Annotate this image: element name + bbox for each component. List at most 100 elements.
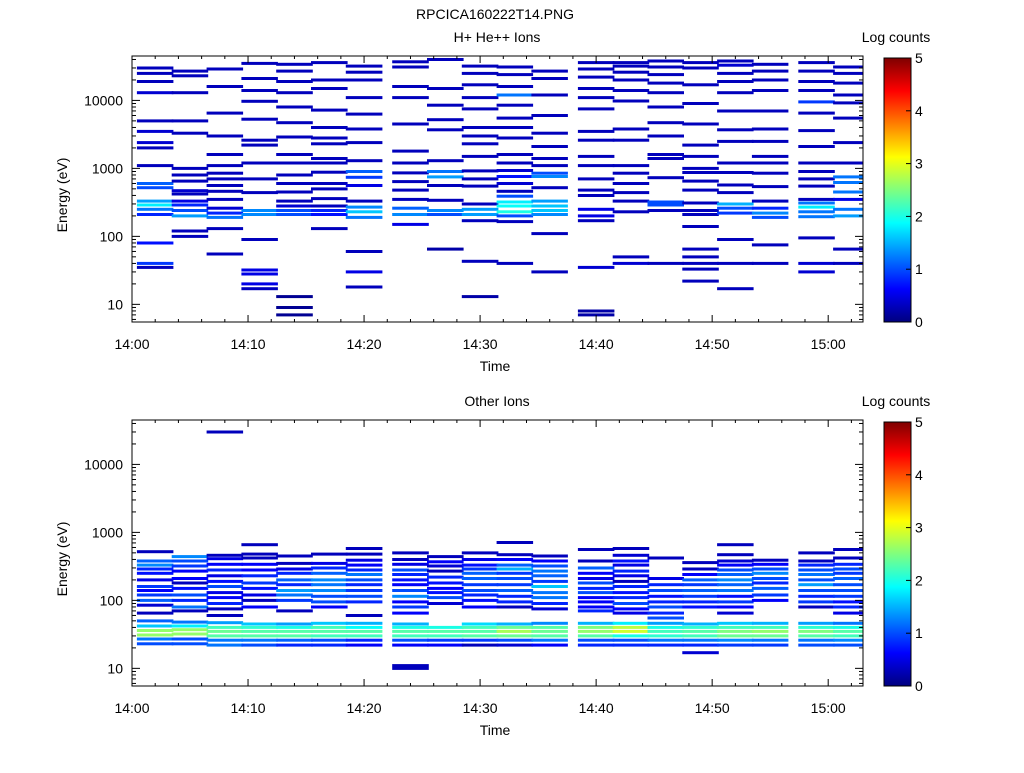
heatmap-cell <box>531 209 568 212</box>
heatmap-cell <box>798 261 835 265</box>
heatmap-cell <box>136 186 174 190</box>
heatmap-cell <box>496 73 534 77</box>
heatmap-cell <box>311 638 348 642</box>
heatmap-cell <box>798 170 835 173</box>
heatmap-cell <box>345 614 383 617</box>
heatmap-cell <box>392 611 429 615</box>
heatmap-cell <box>427 170 464 173</box>
heatmap-cell <box>612 629 650 633</box>
heatmap-cell <box>717 573 754 576</box>
heatmap-cell <box>612 596 650 600</box>
heatmap-cell <box>577 586 615 590</box>
heatmap-cell <box>345 285 383 289</box>
heatmap-cell <box>577 138 615 142</box>
heatmap-cell <box>345 210 383 214</box>
heatmap-cell <box>682 643 719 647</box>
heatmap-cell <box>136 593 174 597</box>
heatmap-cell <box>751 261 789 265</box>
heatmap-cell <box>496 189 534 193</box>
heatmap-cell <box>531 131 568 135</box>
heatmap-cell <box>682 567 719 571</box>
heatmap-cell <box>136 207 174 211</box>
heatmap-cell <box>833 181 863 184</box>
heatmap-cell <box>717 171 754 174</box>
heatmap-cell <box>392 666 429 670</box>
heatmap-cell <box>647 91 684 95</box>
x-tick-label: 14:30 <box>463 700 498 716</box>
heatmap-cell <box>311 625 348 629</box>
heatmap-cell <box>276 567 313 571</box>
heatmap-cell <box>717 589 754 592</box>
heatmap-cell <box>717 183 754 187</box>
heatmap-cell <box>647 616 684 620</box>
heatmap-cell <box>311 643 348 647</box>
heatmap-cell <box>717 611 754 615</box>
heatmap-cell <box>577 164 615 168</box>
heatmap-cell <box>241 634 278 638</box>
heatmap-cell <box>798 61 835 65</box>
heatmap-cell <box>171 166 209 170</box>
heatmap-cell <box>392 578 429 582</box>
heatmap-cell <box>798 625 835 629</box>
heatmap-cell <box>647 577 684 580</box>
colorbar-tick-label: 1 <box>915 625 923 641</box>
heatmap-cell <box>136 199 174 203</box>
heatmap-cell <box>461 563 499 567</box>
heatmap-cell <box>647 621 684 625</box>
heatmap-cell <box>833 197 863 201</box>
heatmap-cell <box>427 602 464 605</box>
heatmap-cell <box>496 577 534 580</box>
heatmap-cell <box>577 548 615 551</box>
heatmap-cell <box>241 543 278 547</box>
y-tick-label: 100 <box>100 592 124 608</box>
heatmap-cell <box>496 553 534 557</box>
heatmap-cell <box>798 201 835 205</box>
heatmap-cell <box>531 625 568 629</box>
heatmap-cell <box>531 213 568 216</box>
heatmap-cell <box>461 605 499 609</box>
heatmap-cell <box>496 583 534 587</box>
heatmap-cell <box>392 594 429 598</box>
heatmap-cell <box>461 107 499 111</box>
heatmap-cell <box>392 161 429 165</box>
heatmap-cell <box>833 93 863 97</box>
heatmap-cell <box>833 190 863 194</box>
heatmap-cell <box>717 238 754 241</box>
heatmap-cell <box>717 191 754 195</box>
heatmap-cell <box>577 605 615 609</box>
heatmap-cell <box>427 103 464 107</box>
colorbar-tick-label: 1 <box>915 261 923 277</box>
heatmap-cell <box>241 177 278 181</box>
heatmap-cell <box>241 143 278 147</box>
heatmap-cell <box>798 629 835 633</box>
heatmap-cell <box>531 186 568 190</box>
heatmap-cell <box>311 61 348 65</box>
heatmap-cell <box>682 651 719 655</box>
heatmap-cell <box>682 638 719 642</box>
heatmap-cell <box>496 634 534 638</box>
heatmap-cell <box>751 581 789 585</box>
heatmap-cell <box>798 205 835 209</box>
heatmap-cell <box>206 621 244 625</box>
heatmap-cell <box>751 171 789 175</box>
heatmap-cell <box>717 211 754 215</box>
heatmap-cell <box>345 573 383 576</box>
heatmap-cell <box>751 211 789 215</box>
heatmap-cell <box>833 247 863 251</box>
heatmap-cell <box>717 128 754 132</box>
heatmap-cell <box>577 600 615 604</box>
heatmap-cell <box>798 568 835 572</box>
heatmap-cell <box>427 555 464 559</box>
heatmap-cell <box>276 313 313 317</box>
heatmap-cell <box>682 171 719 174</box>
heatmap-cell <box>276 182 313 185</box>
heatmap-cell <box>392 568 429 572</box>
heatmap-cell <box>392 643 429 647</box>
heatmap-cell <box>612 634 650 638</box>
heatmap-cell <box>682 625 719 629</box>
heatmap-cell <box>751 69 789 73</box>
heatmap-cell <box>171 173 209 177</box>
heatmap-cell <box>577 154 615 158</box>
heatmap-cell <box>206 164 244 168</box>
y-axis-label: Energy (eV) <box>54 158 70 233</box>
